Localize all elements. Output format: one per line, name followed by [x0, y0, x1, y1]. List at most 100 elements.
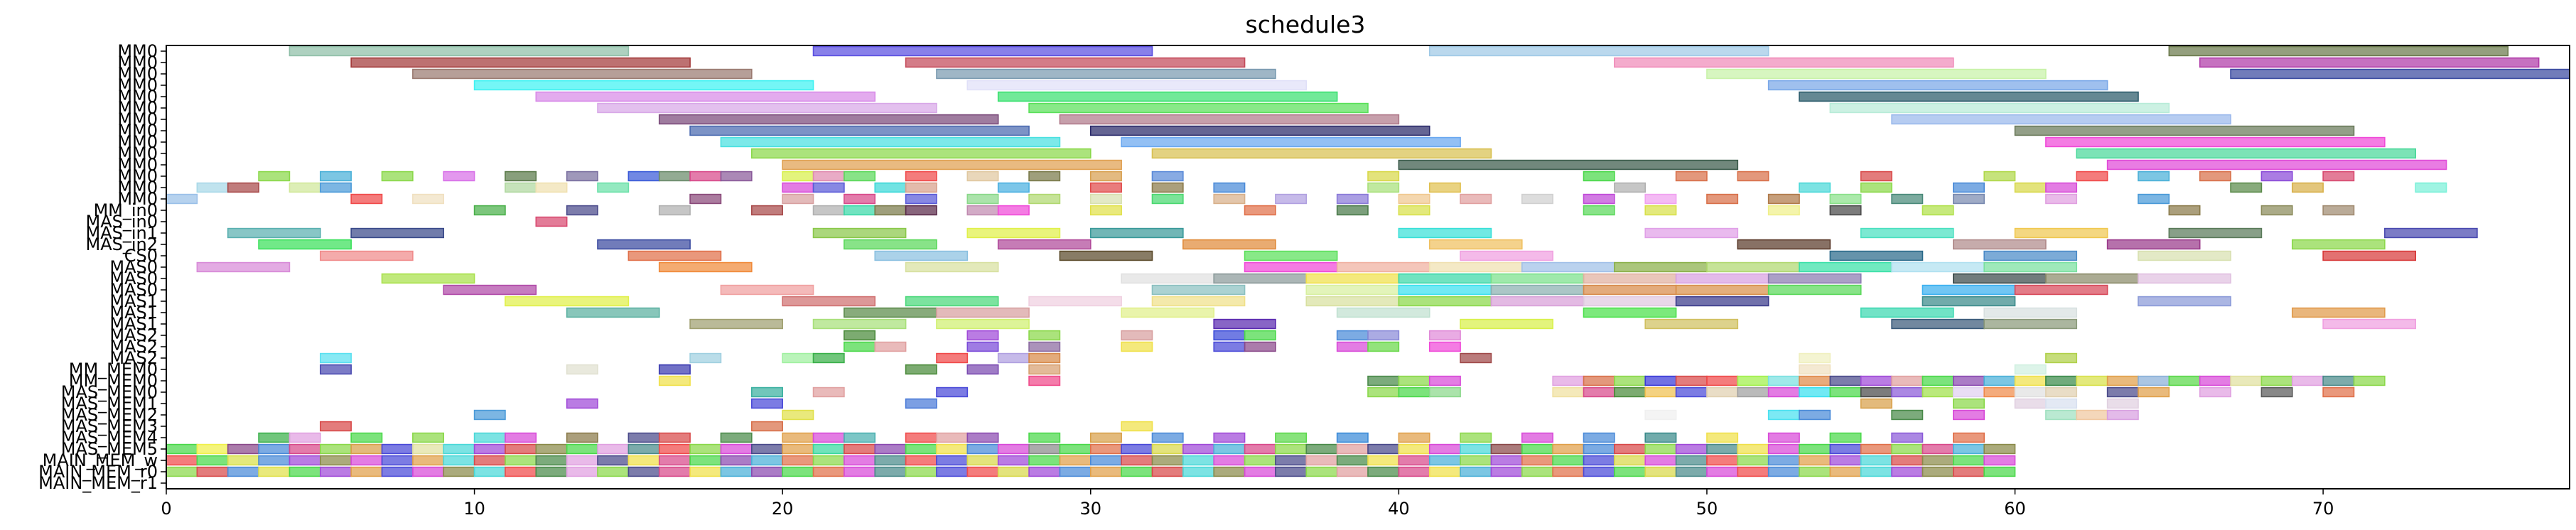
task-bar	[1767, 205, 1800, 216]
task-bar	[1121, 341, 1153, 352]
task-bar	[1428, 45, 1769, 57]
task-bar	[1614, 466, 1647, 477]
task-bar	[1059, 250, 1153, 261]
task-bar	[1151, 171, 1184, 182]
task-bar	[1983, 375, 2016, 386]
task-bar	[966, 171, 999, 182]
task-bar	[1922, 375, 1954, 386]
task-bar	[2322, 250, 2417, 261]
task-bar	[844, 205, 876, 216]
task-bar	[319, 443, 352, 455]
task-bar	[1891, 443, 1924, 455]
task-bar	[1953, 239, 2047, 250]
y-tick-label: MAS_MEM4	[61, 428, 158, 448]
task-bar	[2014, 182, 2047, 193]
task-bar	[1089, 466, 1122, 477]
task-bar	[196, 455, 229, 466]
task-bar	[473, 409, 506, 421]
task-bar	[412, 466, 445, 477]
y-tick-label: MAS_in0	[85, 212, 158, 232]
task-bar	[1706, 432, 1739, 443]
y-tick-label: MAS1	[109, 303, 158, 323]
task-bar	[751, 398, 783, 409]
task-bar	[1089, 205, 1122, 216]
y-tick-label: MM0	[117, 87, 158, 107]
task-bar	[1767, 193, 1800, 205]
task-bar	[905, 443, 937, 455]
task-bar	[720, 136, 1061, 148]
task-bar	[2168, 45, 2509, 57]
task-bar	[720, 284, 814, 296]
task-bar	[1367, 466, 1400, 477]
task-bar	[1028, 193, 1061, 205]
task-bar	[1799, 182, 1831, 193]
task-bar	[1644, 455, 1677, 466]
task-bar	[782, 466, 814, 477]
task-bar	[689, 466, 722, 477]
task-bar	[1460, 250, 1553, 261]
task-bar	[874, 455, 907, 466]
task-bar	[1244, 455, 1276, 466]
task-bar	[1829, 250, 1924, 261]
task-bar	[720, 466, 753, 477]
task-bar	[2260, 205, 2293, 216]
task-bar	[473, 443, 506, 455]
task-bar	[905, 193, 937, 205]
task-bar	[1706, 455, 1739, 466]
task-bar	[1398, 386, 1430, 398]
task-bar	[1922, 205, 1954, 216]
task-bar	[1706, 443, 1739, 455]
task-bar	[1121, 136, 1461, 148]
task-bar	[1737, 443, 1769, 455]
task-bar	[2138, 296, 2231, 307]
task-bar	[319, 352, 352, 364]
task-bar	[2106, 375, 2139, 386]
task-bar	[1305, 284, 1400, 296]
task-bar	[1089, 443, 1122, 455]
task-bar	[350, 432, 383, 443]
task-bar	[658, 364, 691, 375]
task-bar	[166, 455, 198, 466]
task-bar	[751, 148, 1092, 159]
task-bar	[1089, 125, 1430, 136]
task-bar	[1583, 284, 1677, 296]
task-bar	[874, 250, 969, 261]
task-bar	[905, 466, 937, 477]
y-tick-label: MM0	[117, 189, 158, 209]
task-bar	[1336, 193, 1369, 205]
task-bar	[1983, 171, 2016, 182]
task-bar	[1398, 159, 1739, 171]
task-bar	[689, 171, 722, 182]
task-bar	[505, 296, 630, 307]
task-bar	[1275, 193, 1308, 205]
task-bar	[505, 466, 537, 477]
task-bar	[751, 443, 783, 455]
task-bar	[1428, 386, 1461, 398]
task-bar	[1953, 409, 1985, 421]
task-bar	[1644, 193, 1677, 205]
task-bar	[1799, 386, 1831, 398]
task-bar	[2291, 182, 2324, 193]
task-bar	[1336, 330, 1369, 341]
task-bar	[905, 455, 937, 466]
task-bar	[1583, 386, 1615, 398]
task-bar	[1490, 273, 1585, 284]
task-bar	[1675, 171, 1708, 182]
task-bar	[812, 171, 845, 182]
task-bar	[2230, 68, 2570, 80]
task-bar	[1336, 455, 1369, 466]
task-bar	[1644, 318, 1739, 330]
task-bar	[1398, 432, 1430, 443]
task-bar	[597, 182, 630, 193]
task-bar	[1675, 386, 1708, 398]
task-bar	[1953, 432, 1985, 443]
task-bar	[1398, 205, 1430, 216]
task-bar	[2260, 375, 2293, 386]
task-bar	[1614, 386, 1647, 398]
task-bar	[1799, 409, 1831, 421]
task-bar	[1460, 318, 1553, 330]
task-bar	[1706, 68, 2047, 80]
task-bar	[1737, 171, 1769, 182]
task-bar	[1398, 193, 1430, 205]
task-bar	[658, 466, 691, 477]
